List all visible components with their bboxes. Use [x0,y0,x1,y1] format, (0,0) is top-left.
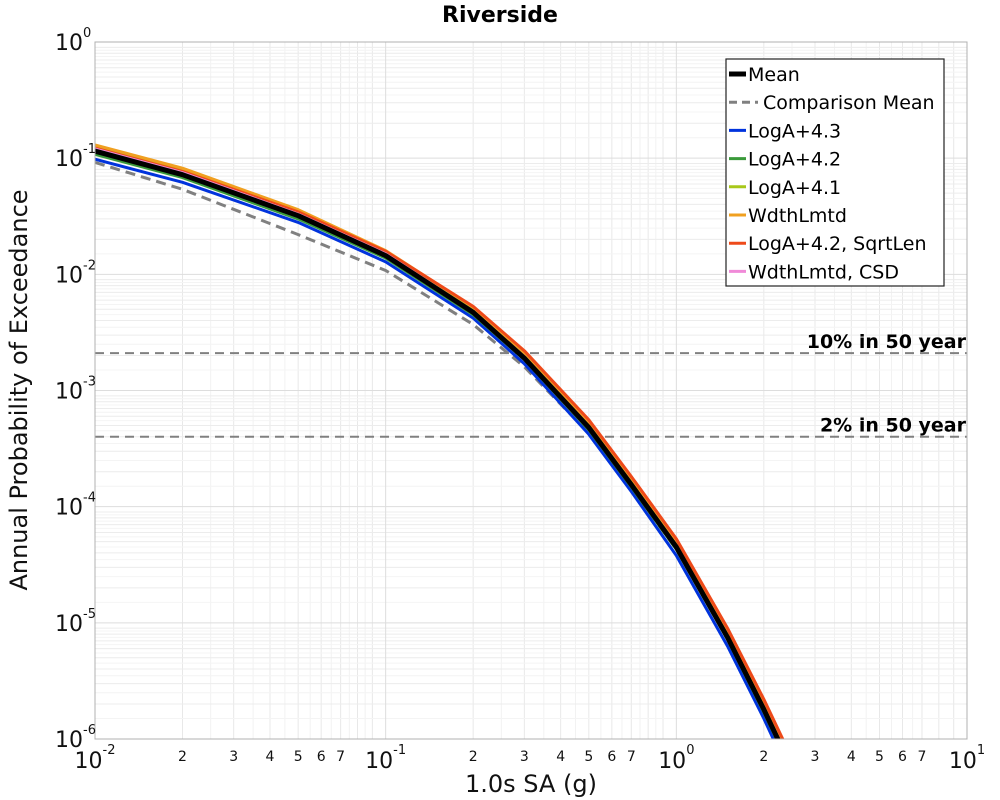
y-tick-label: 10-5 [55,607,96,637]
x-tick-label: 100 [658,743,694,774]
series-lines [95,143,785,739]
legend: Mean Comparison Mean LogA+4.3 LogA+4.2 LogA+… [725,58,945,287]
legend-label: LogA+4.3 [748,120,841,142]
y-axis-label: Annual Probability of Exceedance [5,189,33,590]
legend-label: LogA+4.2, SqrtLen [748,233,927,255]
y-tick-label: 10-1 [55,142,96,172]
x-minor-tick-label: 5 [294,749,303,765]
legend-label: WdthLmtd, CSD [748,261,899,283]
reference-line-label: 10% in 50 year [807,331,967,353]
x-minor-tick-label: 6 [317,749,326,765]
x-minor-tick-label: 5 [584,749,593,765]
x-minor-tick-label: 4 [847,749,856,765]
x-tick-label: 10-1 [365,743,406,774]
reference-lines: 10% in 50 year 2% in 50 year [95,331,967,438]
y-tick-label: 10-2 [55,258,96,288]
x-minor-tick-label: 2 [469,749,478,765]
legend-box [725,58,945,287]
x-minor-tick-label: 3 [229,749,238,765]
legend-label: Mean [748,64,800,86]
x-minor-tick-label: 2 [759,749,768,765]
y-tick-label: 100 [55,26,91,56]
x-axis-label: 1.0s SA (g) [465,770,597,798]
y-tick-label: 10-6 [55,723,96,753]
x-minor-tick-label: 2 [178,749,187,765]
chart-title: Riverside [442,3,558,28]
plot-frame [94,41,968,740]
y-tick-label: 10-4 [55,491,96,521]
series-line-5 [95,143,783,739]
series-line-0 [95,148,781,739]
x-minor-tick-label: 5 [875,749,884,765]
series-line-6 [95,146,785,739]
legend-label: LogA+4.1 [748,177,841,199]
legend-label: Comparison Mean [763,92,935,114]
x-tick-label: 101 [949,743,985,774]
x-minor-tick-label: 4 [556,749,565,765]
x-tick-label: 10-2 [75,743,116,774]
x-minor-tick-label: 3 [520,749,529,765]
x-minor-tick-label: 7 [627,749,636,765]
legend-label: WdthLmtd [748,205,847,227]
y-axis-ticks: 100 10-1 10-2 10-3 10-4 10-5 10-6 [55,26,96,753]
x-minor-tick-label: 7 [336,749,345,765]
legend-label: LogA+4.2 [748,149,841,171]
y-tick-label: 10-3 [55,375,96,405]
x-minor-tick-label: 7 [918,749,927,765]
x-minor-tick-label: 3 [811,749,820,765]
x-minor-tick-label: 6 [898,749,907,765]
x-minor-tick-label: 4 [266,749,275,765]
reference-line-label: 2% in 50 year [820,415,967,437]
series-line-2 [95,157,775,739]
x-minor-tick-label: 6 [607,749,616,765]
